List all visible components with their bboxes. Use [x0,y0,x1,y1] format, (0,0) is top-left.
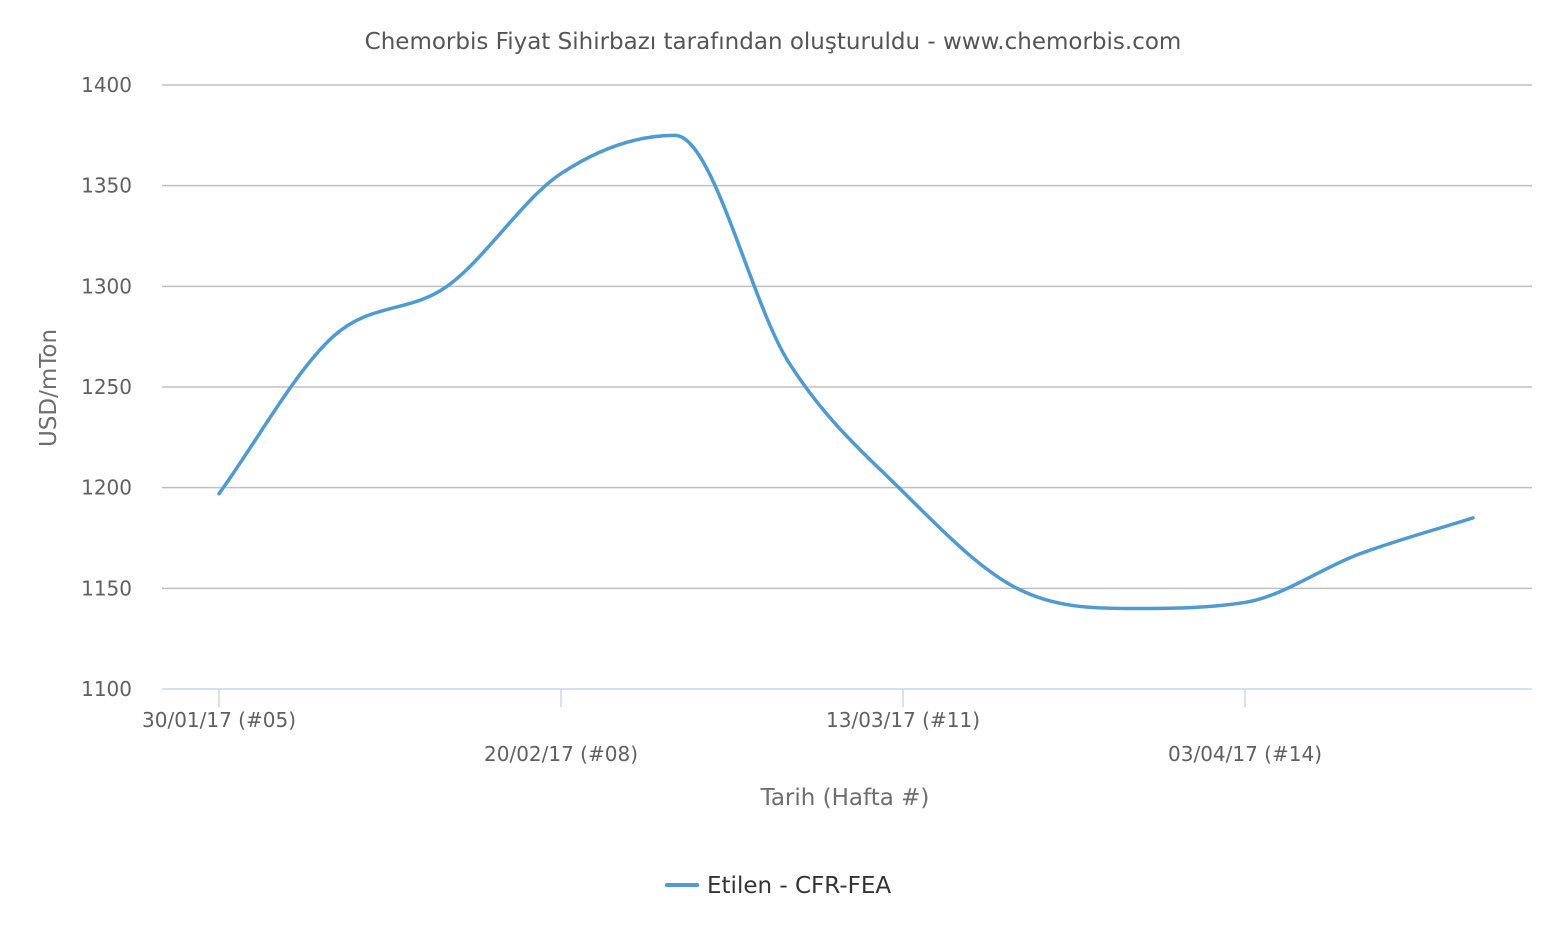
y-tick-label: 1350 [81,174,132,198]
legend-label: Etilen - CFR-FEA [707,873,891,899]
y-tick-label: 1200 [81,476,132,500]
x-tick-label: 03/04/17 (#14) [1168,742,1322,766]
y-tick-label: 1100 [81,677,132,701]
y-tick-label: 1400 [81,73,132,97]
x-tick-label: 20/02/17 (#08) [484,742,638,766]
x-axis-title: Tarih (Hafta #) [760,785,930,811]
y-axis-title: USD/mTon [36,329,62,447]
series-layer [217,133,1475,611]
x-tick-label: 13/03/17 (#11) [826,708,980,732]
y-tick-label: 1150 [81,576,132,600]
chart-title: Chemorbis Fiyat Sihirbazı tarafından olu… [365,29,1182,55]
series-line[interactable] [217,133,1475,611]
x-axis: 30/01/17 (#05) 20/02/17 (#08) 13/03/17 (#1… [142,688,1532,766]
y-tick-label: 1250 [81,375,132,399]
y-axis-ticks: 1400 1350 1300 1250 1200 1150 1100 [81,73,132,701]
x-tick-label: 30/01/17 (#05) [142,708,296,732]
grid-layer [162,84,1532,590]
y-tick-label: 1300 [81,274,132,298]
legend[interactable]: Etilen - CFR-FEA [665,873,891,899]
